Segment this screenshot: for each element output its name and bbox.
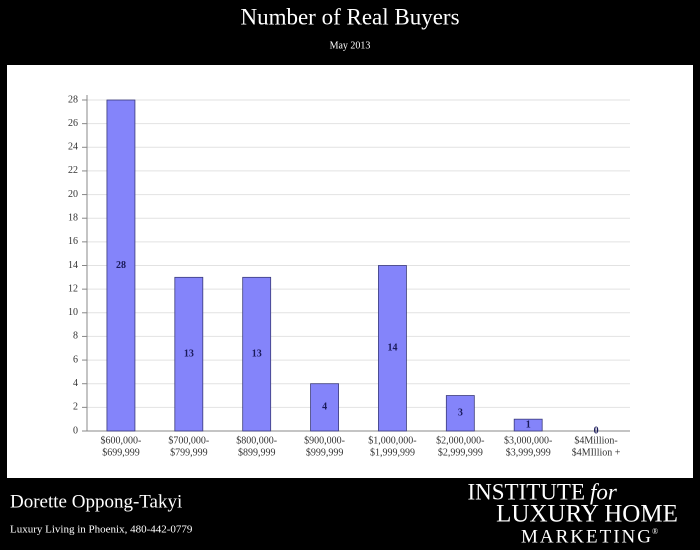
value-label: 14 [387,343,397,354]
value-label: 0 [594,425,599,436]
x-tick-label: $3,999,999 [506,447,551,458]
y-tick-label: 22 [68,165,78,176]
y-tick-label: 28 [68,94,78,105]
author-name: Dorette Oppong-Takyi [10,491,182,512]
y-tick-label: 24 [68,142,78,153]
value-label: 1 [526,419,531,430]
y-tick-label: 20 [68,189,78,200]
x-tick-label: $600,000- [101,435,142,446]
value-label: 3 [458,408,463,419]
x-tick-label: $2,000,000- [436,435,484,446]
y-tick-label: 14 [68,260,78,271]
logo-mark: ® [652,527,658,536]
x-tick-label: $4Million- [574,435,617,446]
bar [513,418,543,432]
bar [378,265,407,432]
x-tick-label: $2,999,999 [438,447,483,458]
bar [106,99,136,432]
y-tick-label: 26 [68,118,78,129]
y-tick-label: 6 [73,354,78,365]
y-tick-label: 18 [68,213,78,224]
y-tick-label: 12 [68,283,78,294]
bar [242,276,272,432]
x-tick-label: $800,000- [236,435,277,446]
logo-line: LUXURY HOME [496,501,678,528]
value-label: 28 [116,260,126,271]
y-tick-label: 0 [73,425,78,436]
x-tick-label: $999,999 [306,447,344,458]
x-tick-label: $799,999 [170,447,208,458]
x-tick-label: $899,999 [238,447,276,458]
chart-subtitle: May 2013 [330,40,371,51]
logo-line: MARKETING [521,526,653,547]
x-tick-label: $4MIllion + [572,447,621,458]
bar [445,395,475,432]
x-tick-label: $699,999 [102,447,140,458]
x-tick-label: $3,000,000- [504,435,552,446]
tagline: Luxury Living in Phoenix, 480-442-0779 [10,524,193,536]
y-tick-label: 2 [73,402,78,413]
y-tick-label: 4 [73,378,78,389]
y-tick-label: 16 [68,236,78,247]
logo-line: INSTITUTE [467,479,585,504]
x-tick-label: $1,999,999 [370,447,415,458]
logo-line: for [590,479,618,504]
x-tick-label: $700,000- [168,435,209,446]
value-label: 13 [184,348,194,359]
bar [310,383,339,432]
y-tick-label: 10 [68,307,78,318]
bar [174,276,204,432]
y-tick-label: 8 [73,331,78,342]
value-label: 13 [252,348,262,359]
x-tick-label: $1,000,000- [368,435,416,446]
x-tick-label: $900,000- [304,435,345,446]
chart-title: Number of Real Buyers [240,4,459,29]
value-label: 4 [322,402,327,413]
